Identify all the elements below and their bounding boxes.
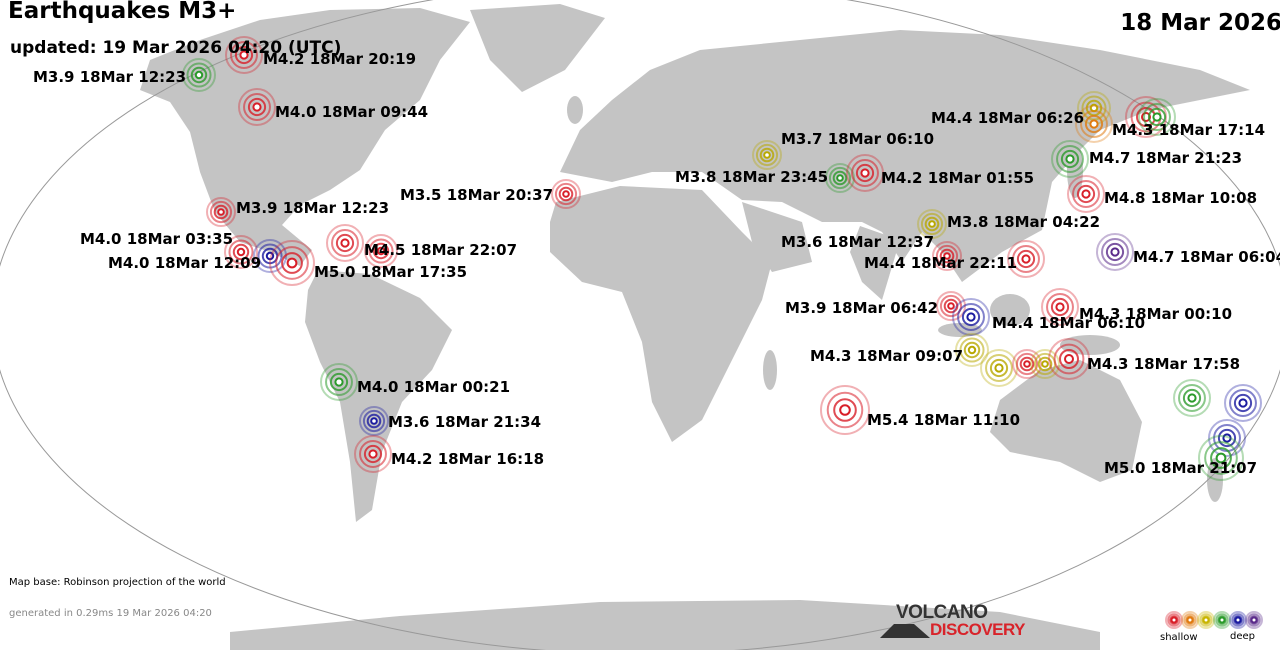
arabia [742,202,812,272]
quake-marker[interactable] [238,88,276,126]
legend-depth-marker[interactable] [1165,611,1183,629]
quake-label[interactable]: M4.0 18Mar 09:44 [275,103,429,121]
quake-label[interactable]: M3.5 18Mar 20:37 [400,186,554,204]
quake-marker[interactable] [980,349,1018,387]
quake-marker[interactable] [917,209,947,239]
new-guinea [1060,335,1120,355]
quake-marker[interactable] [1096,233,1134,271]
quake-marker[interactable] [1138,98,1176,136]
page-title: Earthquakes M3+ [8,0,237,24]
quake-label[interactable]: M3.9 18Mar 12:23 [33,68,187,86]
quake-label[interactable]: M4.8 18Mar 10:08 [1104,189,1258,207]
legend-depth-marker[interactable] [1245,611,1263,629]
madagascar [763,350,777,390]
quake-label[interactable]: M5.4 18Mar 11:10 [867,411,1021,429]
depth-scale-icons [1165,611,1263,629]
logo-line1: VOLCANO [896,602,988,623]
uk [567,96,583,124]
quake-label[interactable]: M4.0 18Mar 12:09 [108,254,262,272]
quake-label[interactable]: M4.3 18Mar 09:07 [810,347,964,365]
quake-label[interactable]: M3.8 18Mar 04:22 [947,213,1101,231]
quake-marker[interactable] [354,435,392,473]
map-date: 18 Mar 2026 [1120,10,1280,36]
quake-label[interactable]: M5.0 18Mar 21:07 [1104,459,1258,477]
quake-marker[interactable] [820,385,870,435]
quake-marker[interactable] [206,197,236,227]
quake-marker[interactable] [320,363,358,401]
quake-marker[interactable] [952,298,990,336]
greenland [470,4,605,92]
quake-markers [182,36,1262,481]
quake-label[interactable]: M3.6 18Mar 21:34 [388,413,542,431]
quake-label[interactable]: M4.4 18Mar 22:11 [864,254,1018,272]
india [850,226,900,300]
quake-marker[interactable] [1030,349,1060,379]
africa [550,186,772,442]
quake-marker[interactable] [225,36,263,74]
quake-marker[interactable] [1075,105,1113,143]
generated-note: generated in 0.29ms 19 Mar 2026 04:20 [9,608,212,619]
quake-label[interactable]: M3.9 18Mar 06:42 [785,299,939,317]
quake-label[interactable]: M4.5 18Mar 22:07 [364,241,518,259]
quake-marker[interactable] [1198,435,1244,481]
quake-label[interactable]: M3.6 18Mar 12:37 [781,233,935,251]
quake-marker[interactable] [224,235,258,269]
quake-label[interactable]: M4.0 18Mar 00:21 [357,378,511,396]
quake-marker[interactable] [825,163,855,193]
depth-legend: shallow deep [1160,610,1270,650]
updated-timestamp: updated: 19 Mar 2026 04:20 (UTC) [10,38,342,58]
quake-marker[interactable] [1173,379,1211,417]
indonesia-sumatra [938,323,982,337]
volcano-discovery-logo[interactable]: VOLCANO DISCOVERY [880,602,1040,640]
legend-depth-marker[interactable] [1213,611,1231,629]
quake-marker[interactable] [752,140,782,170]
quake-marker[interactable] [1012,349,1042,379]
quake-marker[interactable] [936,291,966,321]
quake-label[interactable]: M4.3 18Mar 17:14 [1112,121,1266,139]
quake-marker[interactable] [1067,175,1105,213]
quake-label[interactable]: M5.0 18Mar 17:35 [314,263,468,281]
quake-label[interactable]: M4.0 18Mar 03:35 [80,230,234,248]
legend-depth-marker[interactable] [1181,611,1199,629]
quake-label[interactable]: M4.7 18Mar 06:04 [1133,248,1280,266]
quake-label[interactable]: M4.2 18Mar 16:18 [391,450,545,468]
quake-marker[interactable] [182,58,216,92]
quake-marker[interactable] [364,234,398,268]
quake-marker[interactable] [551,179,581,209]
quake-marker[interactable] [269,240,315,286]
quake-marker[interactable] [932,241,962,271]
legend-depth-marker[interactable] [1229,611,1247,629]
quake-label[interactable]: M4.4 18Mar 06:10 [992,314,1146,332]
south-america [305,270,452,522]
quake-marker[interactable] [1224,384,1262,422]
quake-label[interactable]: M4.3 18Mar 17:58 [1087,355,1241,373]
quake-label[interactable]: M3.9 18Mar 12:23 [236,199,390,217]
quake-label[interactable]: M4.2 18Mar 01:55 [881,169,1035,187]
map-base-note: Map base: Robinson projection of the wor… [9,577,226,588]
volcano-icon [880,624,930,638]
quake-label[interactable]: M4.7 18Mar 21:23 [1089,149,1243,167]
legend-deep: deep [1230,631,1255,642]
quake-label[interactable]: M4.2 18Mar 20:19 [263,50,417,68]
quake-marker[interactable] [955,333,989,367]
quake-label[interactable]: M4.3 18Mar 00:10 [1079,305,1233,323]
quake-label[interactable]: M3.8 18Mar 23:45 [675,168,829,186]
quake-marker[interactable] [1051,140,1089,178]
quake-marker[interactable] [846,154,884,192]
quake-label[interactable]: M4.4 18Mar 06:26 [931,109,1085,127]
quake-marker[interactable] [1007,240,1045,278]
quake-marker[interactable] [359,406,389,436]
legend-shallow: shallow [1160,632,1198,643]
quake-label[interactable]: M3.7 18Mar 06:10 [781,130,935,148]
quake-marker[interactable] [326,224,364,262]
quake-marker[interactable] [1048,338,1090,380]
logo-line2: DISCOVERY [930,620,1026,639]
legend-depth-marker[interactable] [1197,611,1215,629]
indonesia-borneo [990,294,1030,326]
quake-marker[interactable] [1041,288,1079,326]
eurasia [560,30,1250,282]
australia [990,360,1142,482]
